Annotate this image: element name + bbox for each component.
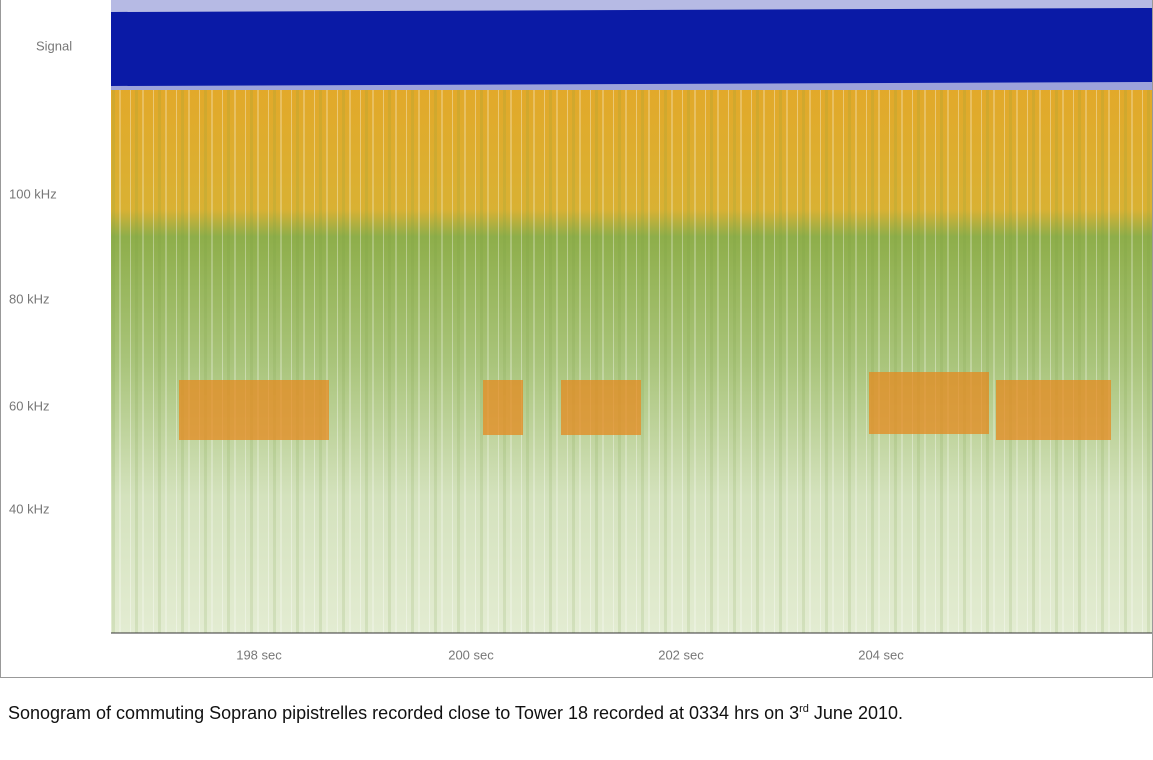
caption: Sonogram of commuting Soprano pipistrell…	[8, 698, 1148, 725]
spectrogram-texture	[111, 90, 1152, 633]
row-label: 80 kHz	[9, 291, 49, 306]
figure: Signal 100 kHz 80 kHz 60 kHz 40 kHz 198 sec 20…	[0, 0, 1153, 678]
signal-peaks	[111, 0, 1152, 12]
time-label: 204 sec	[858, 647, 904, 662]
caption-text: June 2010.	[808, 703, 903, 723]
row-label: 100 kHz	[9, 186, 57, 201]
signal-peaks	[111, 82, 1152, 90]
row-label: Signal	[36, 38, 72, 53]
row-label: 40 kHz	[9, 501, 49, 516]
time-label: 200 sec	[448, 647, 494, 662]
sonogram: Signal 100 kHz 80 kHz 60 kHz 40 kHz 198 sec 20…	[9, 0, 1152, 662]
time-label: 202 sec	[658, 647, 704, 662]
row-label: 60 kHz	[9, 398, 49, 413]
caption-superscript: rd	[799, 703, 809, 715]
signal-band	[111, 0, 1152, 90]
time-label: 198 sec	[236, 647, 282, 662]
call-pulses	[179, 372, 1111, 440]
caption-text: Sonogram of commuting Soprano pipistrell…	[8, 703, 800, 723]
